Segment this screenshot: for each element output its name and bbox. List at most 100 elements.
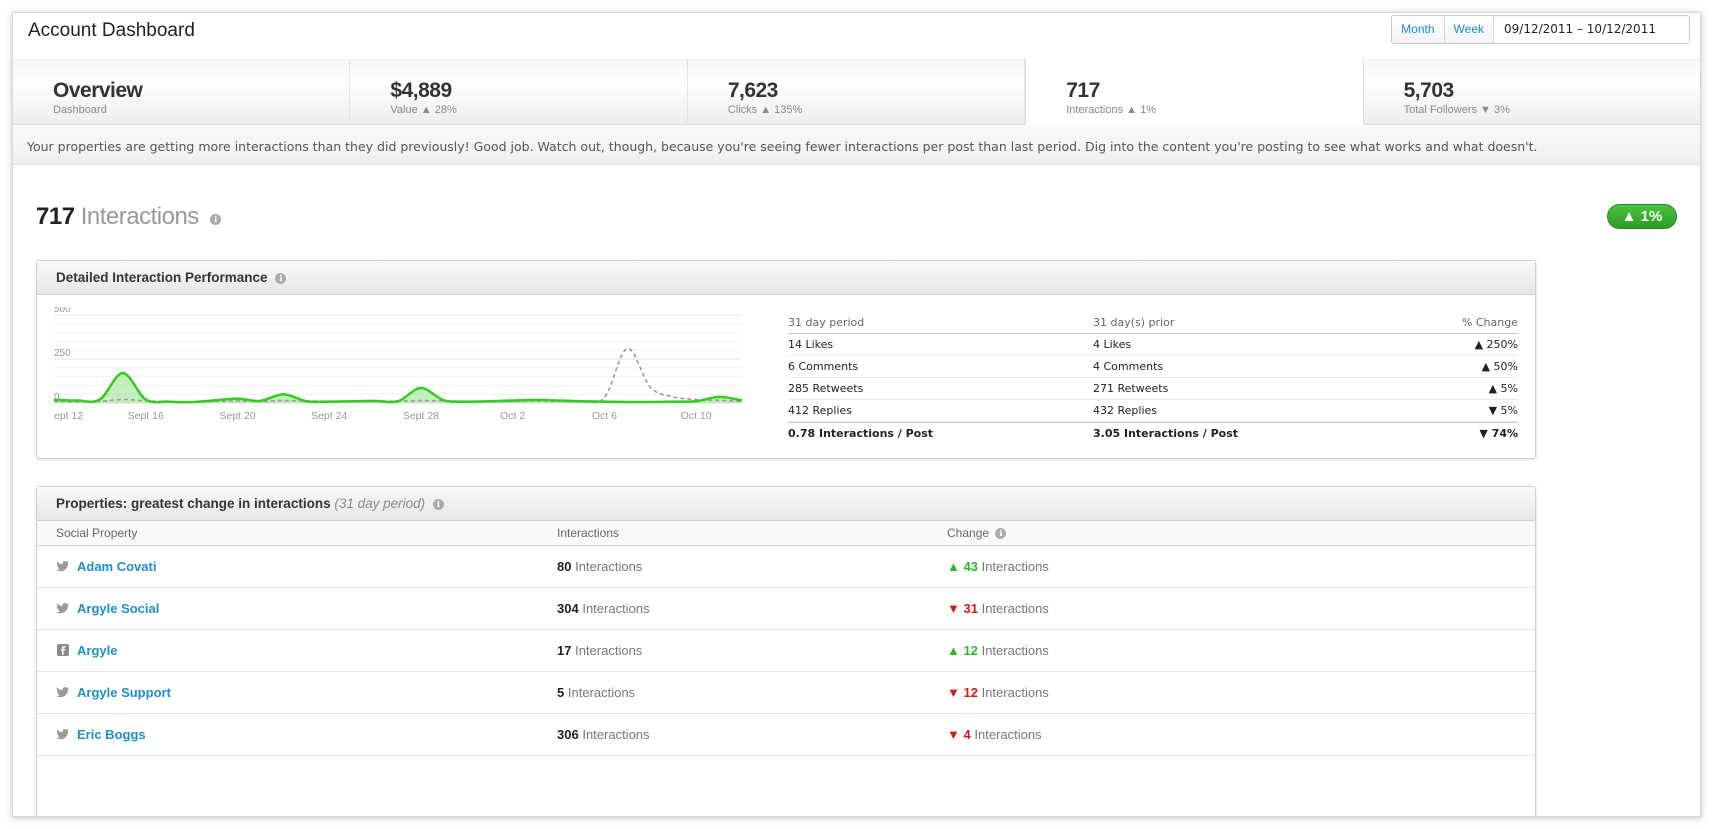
twitter-icon <box>56 601 70 615</box>
property-cell: Eric Boggs <box>37 727 557 742</box>
property-link[interactable]: Eric Boggs <box>77 727 146 742</box>
stats-cell: ▲ 250% <box>1474 338 1518 351</box>
column-header: Social Property <box>56 526 138 540</box>
interactions-unit: Interactions <box>582 601 650 616</box>
tab-interactions[interactable]: 717 Interactions ▲ 1% <box>1025 59 1364 125</box>
stats-cell: 3.05 Interactions / Post <box>1093 427 1239 440</box>
interactions-value: 306 <box>557 727 579 742</box>
header: Account Dashboard Month Week 09/12/2011 … <box>13 13 1700 59</box>
stats-cell: 6 Comments <box>788 360 859 373</box>
arrow-down-icon: ▼ <box>947 727 960 742</box>
insight-message: Your properties are getting more interac… <box>13 125 1700 165</box>
tab-overview[interactable]: Overview Dashboard <box>13 59 351 124</box>
stats-cell: 4 Comments <box>1093 360 1164 373</box>
stats-cell: ▲ 50% <box>1481 360 1518 373</box>
stats-header: 31 day(s) prior <box>1093 316 1175 329</box>
stats-header: 31 day period <box>788 316 865 329</box>
date-range-input[interactable]: 09/12/2011 – 10/12/2011 <box>1504 22 1656 36</box>
chart-svg: 500 250 0 ept 12 Sept 16 Sept 20 Sept 24 Sept 2… <box>54 307 743 422</box>
change-cell: ▲ 12 Interactions <box>947 643 1535 658</box>
stats-cell: 432 Replies <box>1093 404 1158 417</box>
x-tick-label: Oct 6 <box>592 410 617 422</box>
dashboard-window: Account Dashboard Month Week 09/12/2011 … <box>12 12 1701 817</box>
twitter-icon <box>56 559 70 573</box>
twitter-icon <box>56 685 70 699</box>
stats-row: 412 Replies 432 Replies ▼ 5% <box>788 400 1518 422</box>
change-unit: Interactions <box>981 643 1049 658</box>
property-link[interactable]: Argyle Social <box>77 601 160 616</box>
arrow-up-icon: ▲ <box>947 643 960 658</box>
info-icon[interactable]: i <box>275 272 287 284</box>
interactions-cell: 5 Interactions <box>557 685 947 700</box>
change-cell: ▼ 12 Interactions <box>947 685 1535 700</box>
interactions-value: 17 <box>557 643 572 658</box>
y-tick-label: 500 <box>54 307 71 315</box>
stats-cell: 0.78 Interactions / Post <box>788 427 934 440</box>
properties-subtitle: (31 day period) <box>334 496 426 511</box>
y-tick-label: 250 <box>54 348 71 359</box>
page-title: Account Dashboard <box>28 20 195 41</box>
tab-total-followers[interactable]: 5,703 Total Followers ▼ 3% <box>1364 59 1700 124</box>
metric-label: Clicks ▲ 135% <box>727 104 803 116</box>
property-link[interactable]: Adam Covati <box>77 559 157 574</box>
change-cell: ▼ 31 Interactions <box>947 601 1535 616</box>
interactions-count: 717 <box>36 203 75 230</box>
table-row: Eric Boggs 306 Interactions ▼ 4 Interactio… <box>37 714 1535 756</box>
interactions-unit: Interactions <box>575 643 643 658</box>
change-value: 12 <box>963 643 978 658</box>
stats-header-row: 31 day period 31 day(s) prior % Change <box>788 312 1518 334</box>
table-row: Argyle Support 5 Interactions ▼ 12 Interac… <box>37 672 1535 714</box>
x-tick-label: Oct 10 <box>681 410 712 422</box>
stats-total-row: 0.78 Interactions / Post 3.05 Interactio… <box>788 422 1518 444</box>
x-tick-label: Sept 24 <box>311 410 347 422</box>
interactions-value: 80 <box>557 559 572 574</box>
table-row: Argyle Social 304 Interactions ▼ 31 Intera… <box>37 588 1535 630</box>
interactions-cell: 80 Interactions <box>557 559 947 574</box>
twitter-icon <box>56 727 70 741</box>
property-link[interactable]: Argyle Support <box>77 685 171 700</box>
change-cell: ▲ 43 Interactions <box>947 559 1535 574</box>
stats-cell: 4 Likes <box>1093 338 1132 351</box>
change-cell: ▼ 4 Interactions <box>947 727 1535 742</box>
metric-value: $4,889 <box>390 79 452 102</box>
week-button[interactable]: Week <box>1444 16 1494 43</box>
interactions-unit: Interactions <box>567 685 636 700</box>
performance-panel-header: Detailed Interaction Performance i <box>37 261 1535 295</box>
tab-clicks[interactable]: 7,623 Clicks ▲ 135% <box>688 59 1026 124</box>
stats-cell: 412 Replies <box>788 404 853 417</box>
properties-panel: Properties: greatest change in interacti… <box>36 486 1536 816</box>
month-button[interactable]: Month <box>1392 16 1445 43</box>
properties-title: Properties: greatest change in interacti… <box>56 496 331 511</box>
stats-row: 14 Likes 4 Likes ▲ 250% <box>788 334 1518 356</box>
column-header: Interactions <box>557 526 620 540</box>
metric-value: 5,703 <box>1403 79 1455 102</box>
info-icon[interactable]: i <box>995 528 1007 540</box>
table-row: Adam Covati 80 Interactions ▲ 43 Interacti… <box>37 546 1535 588</box>
tab-value[interactable]: $4,889 Value ▲ 28% <box>350 59 688 124</box>
change-value: 12 <box>963 685 978 700</box>
info-icon[interactable]: i <box>209 214 221 225</box>
column-header: Change <box>947 526 990 540</box>
properties-header-row: Social Property Interactions Change i <box>37 521 1535 546</box>
metric-label: Value ▲ 28% <box>390 104 457 116</box>
metric-value: 7,623 <box>727 79 779 102</box>
info-icon[interactable]: i <box>432 498 444 510</box>
properties-table: Social Property Interactions Change i Ad… <box>37 521 1535 756</box>
interactions-value: 5 <box>557 685 565 700</box>
interactions-label: Interactions <box>80 203 200 230</box>
property-cell: Argyle <box>37 643 557 658</box>
stats-cell: 285 Retweets <box>788 382 864 395</box>
x-tick-label: Sept 28 <box>403 410 439 422</box>
property-link[interactable]: Argyle <box>77 643 118 658</box>
change-value: 4 <box>963 727 971 742</box>
stats-cell: ▼ 74% <box>1479 427 1518 440</box>
interactions-cell: 17 Interactions <box>557 643 947 658</box>
arrow-down-icon: ▼ <box>947 601 960 616</box>
properties-panel-header: Properties: greatest change in interacti… <box>37 487 1535 521</box>
performance-stats-table: 31 day period 31 day(s) prior % Change 1… <box>788 312 1518 444</box>
metric-value: 717 <box>1066 79 1100 102</box>
metric-value: Overview <box>53 79 143 102</box>
x-tick-label: Sept 16 <box>128 410 164 422</box>
performance-title: Detailed Interaction Performance <box>56 270 268 285</box>
property-cell: Adam Covati <box>37 559 557 574</box>
